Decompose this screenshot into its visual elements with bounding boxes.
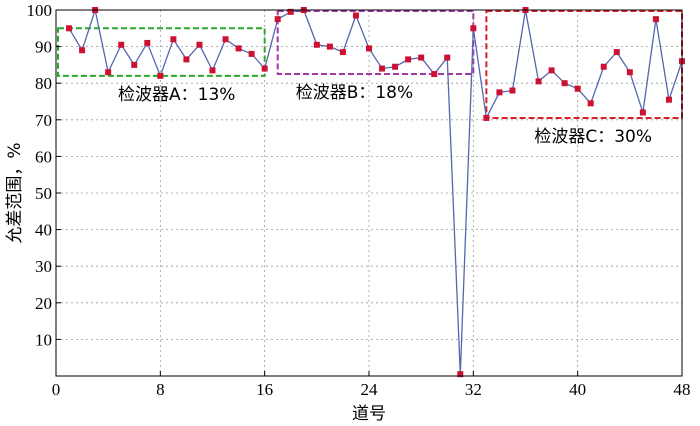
x-tick-label: 40 <box>569 380 586 399</box>
y-tick-label: 50 <box>35 184 52 203</box>
y-tick-label: 90 <box>35 38 52 57</box>
data-point <box>66 25 73 32</box>
data-point <box>209 67 216 74</box>
region-box <box>57 27 266 77</box>
data-point <box>626 69 633 76</box>
x-tick-label: 16 <box>256 380 273 399</box>
x-tick-label: 32 <box>465 380 482 399</box>
y-tick-label: 70 <box>35 111 52 130</box>
data-point <box>352 12 359 19</box>
data-point <box>639 109 646 116</box>
data-point <box>274 16 281 23</box>
y-tick-label: 10 <box>35 330 52 349</box>
data-point <box>392 63 399 70</box>
data-point <box>339 49 346 56</box>
y-tick-label: 20 <box>35 294 52 313</box>
axis-ticks: 0 8 16 24 32 40 48 10 20 30 40 50 60 70 80 90 100 <box>27 1 691 399</box>
y-tick-label: 100 <box>27 1 53 20</box>
series-polyline <box>68 7 683 375</box>
y-tick-label: 30 <box>35 257 52 276</box>
data-point <box>483 114 490 121</box>
data-point <box>248 50 255 57</box>
grid <box>56 10 682 376</box>
region-label: 检波器A：13% <box>118 85 235 105</box>
data-point <box>366 45 372 52</box>
data-markers <box>66 7 685 378</box>
data-point <box>457 371 464 378</box>
data-point <box>600 63 607 70</box>
data-point <box>170 36 177 43</box>
data-point <box>652 16 659 23</box>
data-point <box>196 41 203 48</box>
data-point <box>574 85 581 92</box>
data-point <box>587 100 594 107</box>
y-tick-label: 40 <box>35 221 52 240</box>
region-label: 检波器B：18% <box>296 83 413 103</box>
data-point <box>548 67 555 74</box>
region-box <box>485 10 683 119</box>
data-point <box>313 41 320 48</box>
y-axis-title: 允差范围，% <box>5 142 25 243</box>
data-point <box>131 61 138 68</box>
data-point <box>496 89 503 96</box>
y-tick-label: 80 <box>35 74 52 93</box>
x-axis-title: 道号 <box>352 404 386 424</box>
x-tick-label: 48 <box>674 380 691 399</box>
data-point <box>144 39 151 46</box>
x-tick-label: 24 <box>361 380 379 399</box>
data-point <box>261 65 268 72</box>
data-point <box>444 54 451 61</box>
data-point <box>418 54 425 61</box>
series-line <box>68 7 683 375</box>
region-label: 检波器C：30% <box>534 127 652 147</box>
data-point <box>222 36 229 43</box>
data-point <box>379 65 386 72</box>
data-point <box>118 41 125 48</box>
data-point <box>235 45 242 52</box>
detector-regions: 检波器A：13% 检波器B：18% 检波器C：30% <box>57 10 683 147</box>
data-point <box>470 25 477 32</box>
x-tick-label: 0 <box>52 380 61 399</box>
data-point <box>561 80 568 87</box>
data-point <box>405 56 412 63</box>
data-point <box>535 78 542 85</box>
y-tick-label: 60 <box>35 147 52 166</box>
data-point <box>79 47 86 54</box>
data-point <box>157 72 164 79</box>
data-point <box>326 43 333 50</box>
data-point <box>665 96 672 103</box>
data-point <box>431 71 438 78</box>
data-point <box>183 56 190 63</box>
data-point <box>509 87 516 94</box>
data-point <box>105 69 112 76</box>
data-point <box>287 8 294 15</box>
data-point <box>613 49 620 56</box>
x-tick-label: 8 <box>156 380 165 399</box>
